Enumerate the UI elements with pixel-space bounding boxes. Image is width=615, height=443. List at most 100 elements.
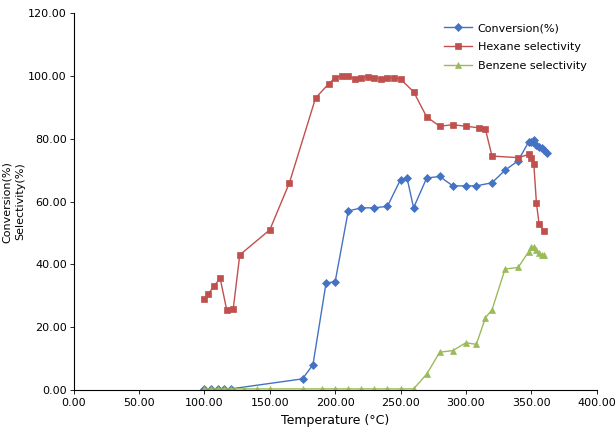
Benzene selectivity [331, 386, 339, 392]
Benzene selectivity [533, 248, 540, 253]
Benzene selectivity [319, 386, 326, 392]
Hexane selectivity [391, 75, 398, 80]
Hexane selectivity [377, 77, 384, 82]
Conversion(%) [384, 204, 391, 209]
Hexane selectivity [436, 124, 443, 129]
Hexane selectivity [325, 81, 332, 86]
X-axis label: Temperature (°C): Temperature (°C) [281, 414, 389, 427]
Legend: Conversion(%), Hexane selectivity, Benzene selectivity: Conversion(%), Hexane selectivity, Benze… [440, 19, 591, 75]
Hexane selectivity [236, 252, 244, 257]
Benzene selectivity [397, 386, 404, 392]
Conversion(%) [200, 386, 208, 392]
Conversion(%) [220, 386, 228, 392]
Hexane selectivity [331, 75, 339, 80]
Hexane selectivity [528, 155, 535, 160]
Conversion(%) [472, 183, 480, 189]
Benzene selectivity [299, 386, 306, 392]
Conversion(%) [322, 280, 330, 286]
Conversion(%) [449, 183, 456, 189]
Hexane selectivity [397, 77, 404, 82]
Hexane selectivity [475, 125, 483, 131]
Hexane selectivity [358, 75, 365, 80]
Hexane selectivity [423, 114, 430, 120]
Benzene selectivity [541, 252, 548, 257]
Conversion(%) [538, 146, 546, 151]
Benzene selectivity [501, 266, 509, 272]
Hexane selectivity [488, 153, 496, 159]
Benzene selectivity [227, 386, 234, 392]
Conversion(%) [528, 139, 535, 144]
Conversion(%) [525, 139, 532, 144]
Benzene selectivity [214, 386, 221, 392]
Conversion(%) [436, 174, 443, 179]
Benzene selectivity [436, 350, 443, 355]
Hexane selectivity [210, 284, 217, 289]
Benzene selectivity [240, 386, 247, 392]
Hexane selectivity [482, 127, 489, 132]
Hexane selectivity [514, 155, 522, 160]
Hexane selectivity [351, 77, 359, 82]
Hexane selectivity [541, 229, 548, 234]
Hexane selectivity [266, 227, 274, 233]
Line: Conversion(%): Conversion(%) [202, 138, 550, 392]
Hexane selectivity [371, 75, 378, 80]
Benzene selectivity [472, 342, 480, 347]
Benzene selectivity [538, 252, 546, 257]
Benzene selectivity [200, 386, 208, 392]
Conversion(%) [344, 208, 352, 214]
Conversion(%) [462, 183, 470, 189]
Conversion(%) [410, 205, 418, 210]
Hexane selectivity [449, 122, 456, 127]
Conversion(%) [331, 279, 339, 284]
Hexane selectivity [286, 180, 293, 186]
Conversion(%) [299, 376, 306, 381]
Conversion(%) [214, 386, 221, 392]
Hexane selectivity [384, 75, 391, 80]
Conversion(%) [533, 143, 540, 148]
Hexane selectivity [229, 306, 237, 311]
Conversion(%) [397, 177, 404, 182]
Benzene selectivity [371, 386, 378, 392]
Hexane selectivity [223, 307, 231, 312]
Hexane selectivity [462, 124, 470, 129]
Hexane selectivity [533, 201, 540, 206]
Conversion(%) [371, 205, 378, 210]
Conversion(%) [207, 386, 215, 392]
Hexane selectivity [535, 221, 543, 226]
Conversion(%) [535, 144, 543, 149]
Conversion(%) [514, 158, 522, 163]
Conversion(%) [488, 180, 496, 186]
Conversion(%) [501, 167, 509, 173]
Benzene selectivity [462, 340, 470, 346]
Hexane selectivity [410, 89, 418, 94]
Benzene selectivity [530, 245, 538, 250]
Conversion(%) [403, 175, 411, 181]
Benzene selectivity [535, 251, 543, 256]
Hexane selectivity [530, 161, 538, 167]
Benzene selectivity [528, 245, 535, 250]
Benzene selectivity [514, 265, 522, 270]
Hexane selectivity [200, 296, 208, 302]
Hexane selectivity [364, 74, 371, 79]
Benzene selectivity [344, 386, 352, 392]
Conversion(%) [543, 150, 550, 155]
Benzene selectivity [384, 386, 391, 392]
Benzene selectivity [525, 249, 532, 254]
Conversion(%) [530, 138, 538, 143]
Y-axis label: Conversion(%)
Selectivity(%): Conversion(%) Selectivity(%) [2, 161, 25, 242]
Hexane selectivity [216, 276, 224, 281]
Conversion(%) [423, 175, 430, 181]
Benzene selectivity [253, 386, 261, 392]
Benzene selectivity [410, 386, 418, 392]
Benzene selectivity [220, 386, 228, 392]
Hexane selectivity [205, 291, 212, 297]
Line: Hexane selectivity: Hexane selectivity [202, 73, 547, 313]
Benzene selectivity [488, 307, 496, 312]
Benzene selectivity [266, 386, 274, 392]
Conversion(%) [358, 205, 365, 210]
Line: Benzene selectivity: Benzene selectivity [202, 244, 547, 392]
Conversion(%) [227, 386, 234, 392]
Hexane selectivity [344, 74, 352, 79]
Hexane selectivity [312, 95, 319, 101]
Conversion(%) [309, 362, 317, 367]
